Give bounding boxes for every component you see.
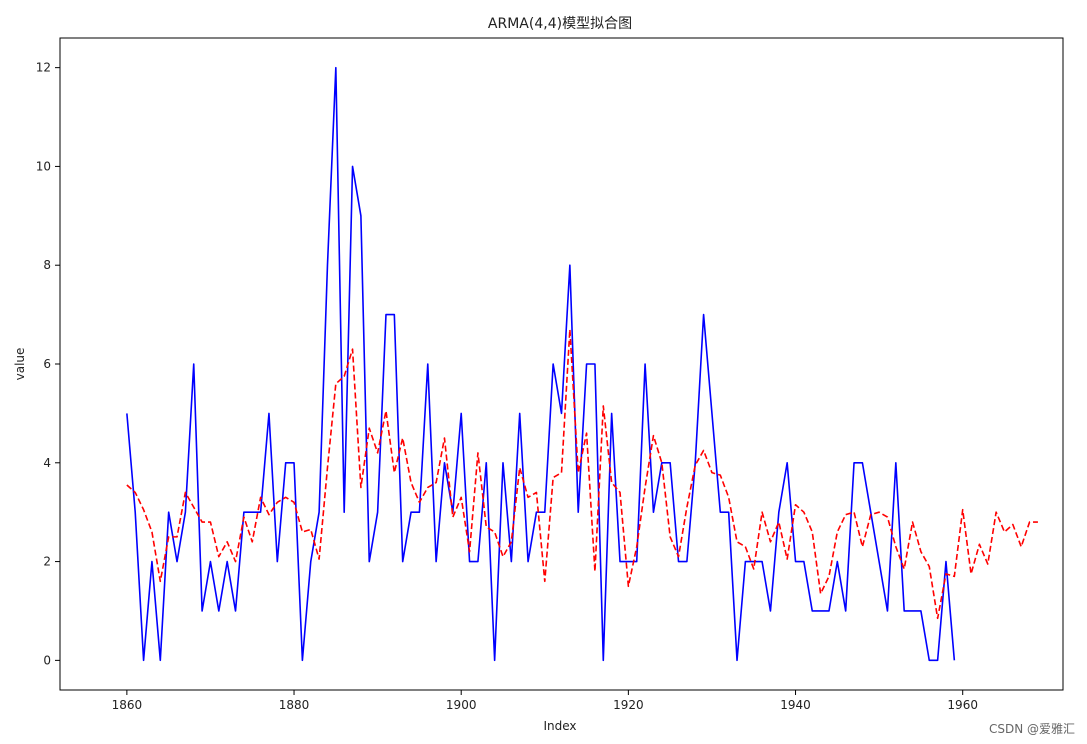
chart-title: ARMA(4,4)模型拟合图 bbox=[488, 16, 632, 32]
y-tick-label: 0 bbox=[43, 653, 51, 667]
watermark-text: CSDN @爱雅汇 bbox=[989, 721, 1075, 736]
x-tick-label: 1880 bbox=[279, 698, 310, 712]
plot-frame bbox=[59, 37, 1064, 691]
x-axis-label: Index bbox=[543, 719, 576, 733]
y-tick-label: 8 bbox=[43, 258, 51, 272]
fitted-series-line bbox=[126, 328, 1038, 620]
y-tick-label: 12 bbox=[36, 61, 51, 75]
y-tick-label: 6 bbox=[43, 357, 51, 371]
x-axis: 1860 1880 1900 1920 1940 1960 bbox=[112, 690, 978, 712]
x-tick-label: 1940 bbox=[780, 698, 811, 712]
y-tick-label: 4 bbox=[43, 456, 51, 470]
plot-area bbox=[126, 66, 1038, 662]
y-tick-label: 2 bbox=[43, 555, 51, 569]
y-tick-label: 10 bbox=[36, 159, 51, 173]
y-axis-label: value bbox=[13, 348, 27, 381]
x-tick-label: 1900 bbox=[446, 698, 477, 712]
x-tick-label: 1920 bbox=[613, 698, 644, 712]
observed-series-line bbox=[126, 66, 956, 662]
x-tick-label: 1960 bbox=[947, 698, 978, 712]
x-tick-label: 1860 bbox=[112, 698, 143, 712]
y-axis: 0 2 4 6 8 10 12 bbox=[36, 61, 60, 667]
